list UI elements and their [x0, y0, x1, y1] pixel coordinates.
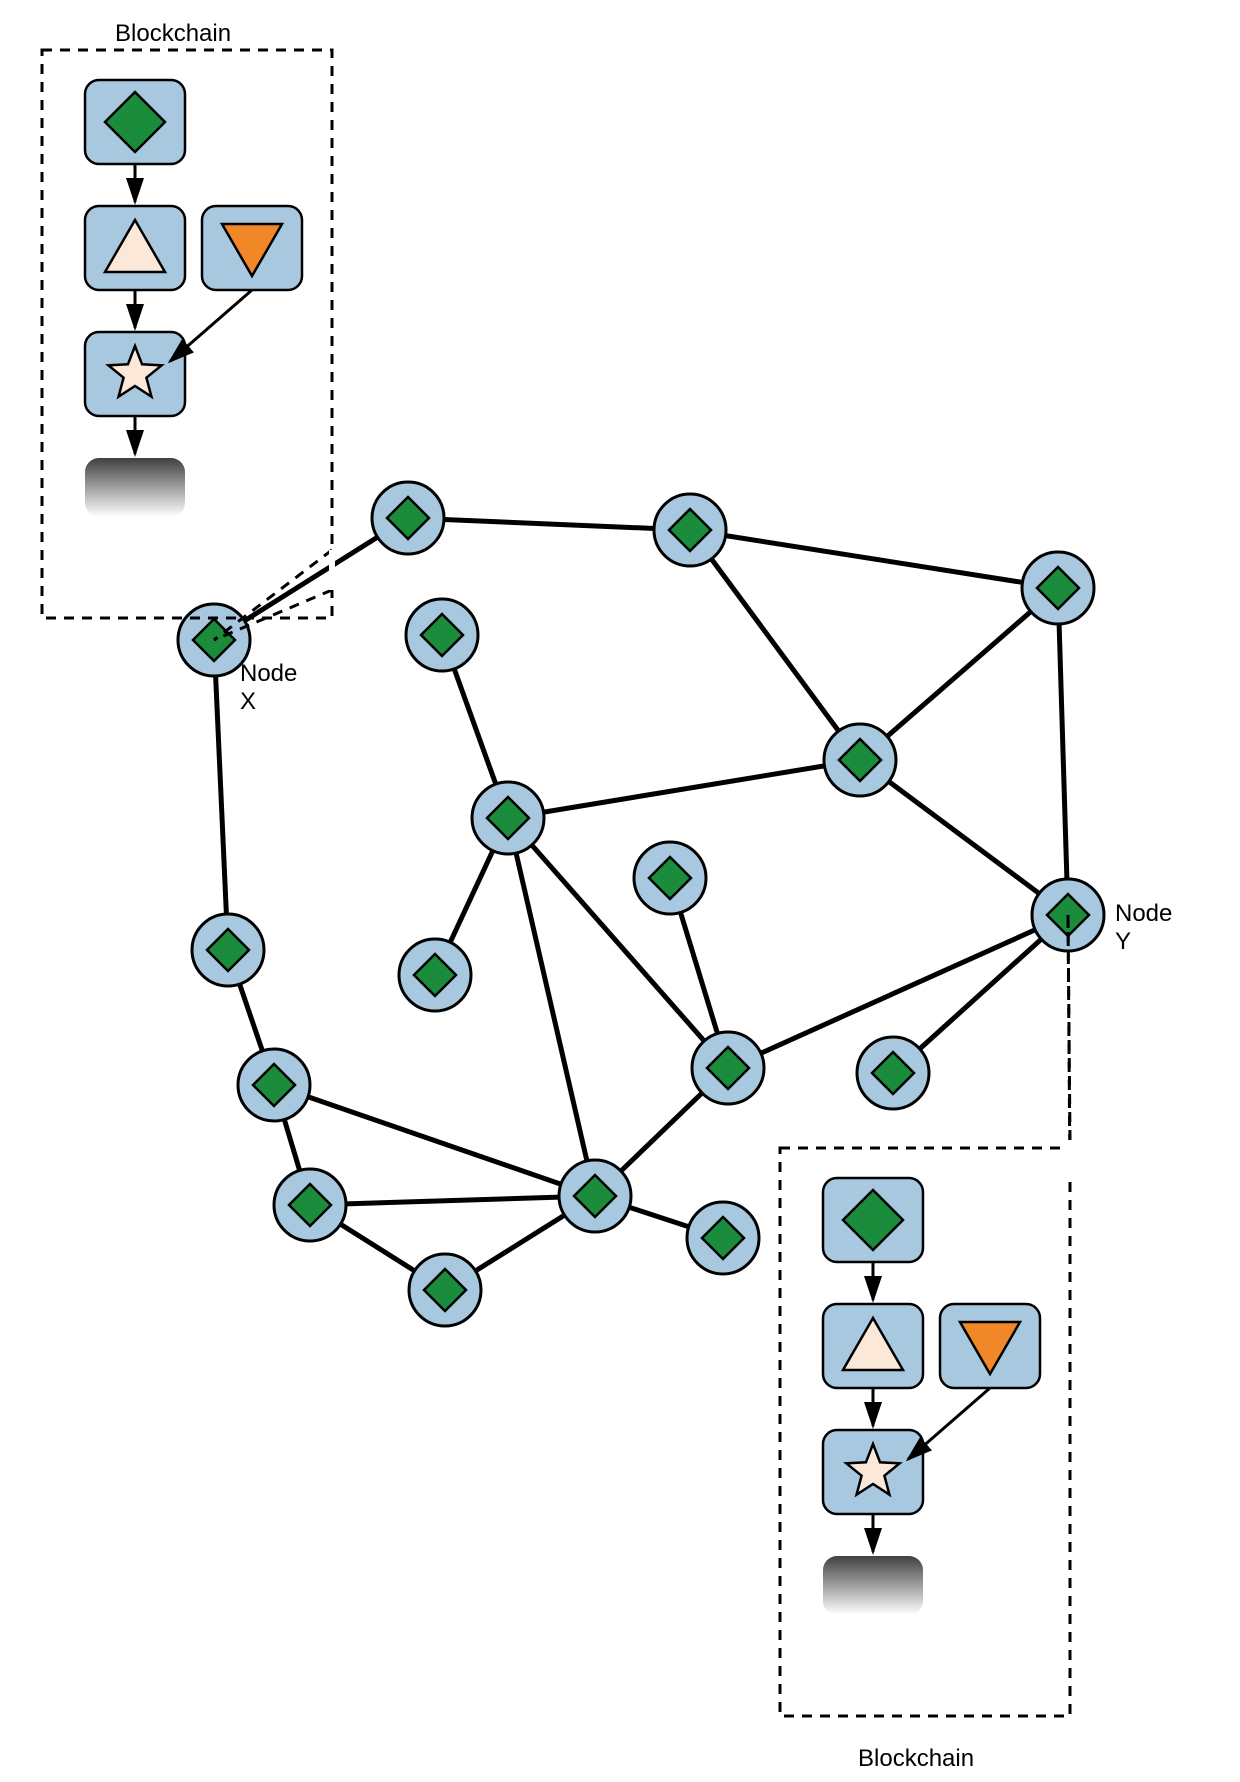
network-node: [406, 599, 478, 671]
network-node: [559, 1160, 631, 1232]
network-edge: [690, 530, 1058, 588]
label-blockchain-top: Blockchain: [115, 20, 231, 48]
network-edge: [860, 588, 1058, 760]
network-edge: [214, 640, 228, 950]
network-edge: [508, 818, 595, 1196]
diagram-canvas: Blockchain Blockchain Node X Node Y: [0, 0, 1240, 1782]
diagram-svg: [0, 0, 1240, 1782]
network-edge: [860, 760, 1068, 915]
network-edge: [690, 530, 860, 760]
network-edge: [508, 760, 860, 818]
blockchain-callout: [780, 915, 1070, 1716]
network-node: [399, 939, 471, 1011]
network-node: [824, 724, 896, 796]
label-blockchain-bottom: Blockchain: [858, 1745, 974, 1773]
label-node-x: Node X: [240, 660, 297, 716]
network-node: [192, 914, 264, 986]
network-node: [692, 1032, 764, 1104]
network-node: [687, 1202, 759, 1274]
network-node: [472, 782, 544, 854]
network-node: [654, 494, 726, 566]
network-edge: [310, 1196, 595, 1205]
network-node: [857, 1037, 929, 1109]
network-node: [274, 1169, 346, 1241]
network-edge: [1058, 588, 1068, 915]
blockchain-callout: [42, 50, 332, 640]
network-node: [1022, 552, 1094, 624]
network-node: [409, 1254, 481, 1326]
network-node: [634, 842, 706, 914]
network-node: [238, 1049, 310, 1121]
network-edge: [408, 518, 690, 530]
label-node-y: Node Y: [1115, 900, 1172, 956]
network-node: [372, 482, 444, 554]
